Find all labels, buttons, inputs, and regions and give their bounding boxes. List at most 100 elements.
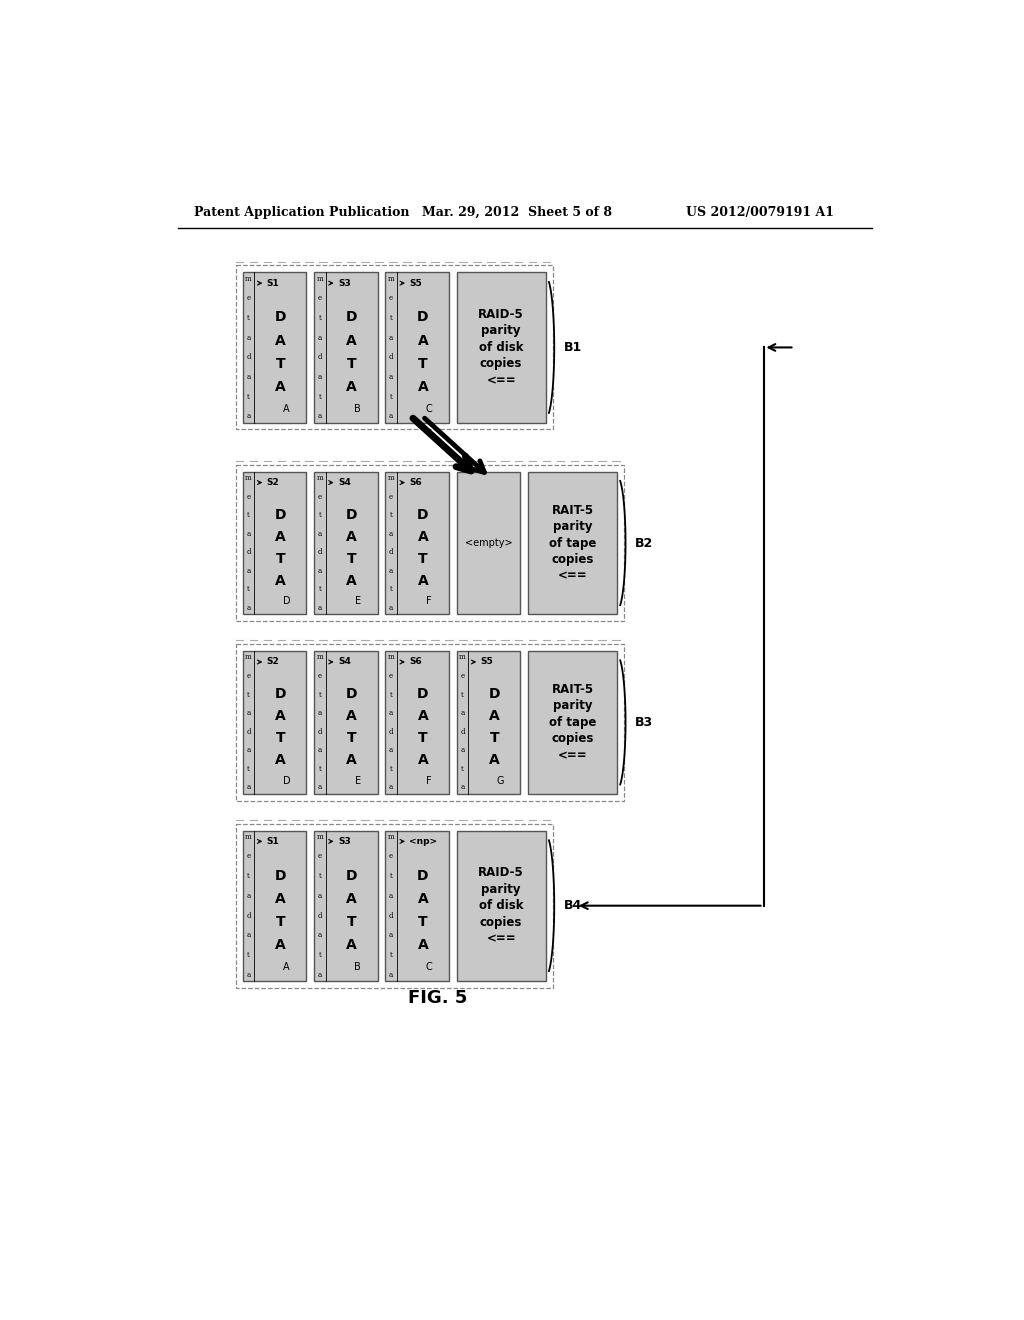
Text: A: A (346, 529, 357, 544)
Text: m: m (388, 275, 394, 282)
Text: B1: B1 (563, 341, 582, 354)
Text: C: C (426, 404, 432, 414)
Text: t: t (390, 764, 392, 774)
Text: A: A (275, 939, 286, 953)
Text: a: a (247, 374, 251, 381)
Text: t: t (318, 950, 322, 958)
Text: a: a (461, 746, 465, 754)
Text: t: t (318, 690, 322, 698)
Text: S1: S1 (267, 837, 280, 846)
Text: d: d (247, 912, 251, 920)
Text: A: A (346, 574, 357, 587)
Text: t: t (318, 392, 322, 401)
Text: e: e (317, 853, 322, 861)
Text: T: T (347, 731, 356, 744)
Text: a: a (461, 784, 465, 792)
Text: A: A (346, 709, 357, 723)
Text: d: d (317, 548, 323, 556)
Text: a: a (247, 529, 251, 537)
Text: A: A (346, 754, 357, 767)
Text: t: t (247, 511, 250, 519)
Text: a: a (389, 334, 393, 342)
Text: A: A (275, 529, 286, 544)
Text: a: a (317, 334, 322, 342)
Text: e: e (317, 492, 322, 500)
Text: m: m (245, 833, 252, 841)
Text: t: t (390, 314, 392, 322)
Text: t: t (318, 586, 322, 594)
Text: m: m (316, 474, 324, 482)
Text: t: t (461, 764, 464, 774)
Text: <empty>: <empty> (465, 539, 512, 548)
Text: C: C (426, 962, 432, 973)
Text: D: D (346, 310, 357, 325)
Text: e: e (389, 672, 393, 680)
Text: S4: S4 (338, 478, 351, 487)
Text: D: D (274, 869, 286, 883)
Text: A: A (488, 709, 500, 723)
Text: A: A (284, 962, 290, 973)
Text: RAIT-5
parity
of tape
copies
<==: RAIT-5 parity of tape copies <== (549, 503, 596, 582)
Text: S3: S3 (338, 279, 351, 288)
Text: A: A (488, 754, 500, 767)
Text: S1: S1 (267, 279, 280, 288)
Text: t: t (247, 873, 250, 880)
Text: a: a (317, 529, 322, 537)
Text: D: D (417, 869, 429, 883)
Text: a: a (317, 709, 322, 717)
Text: Patent Application Publication: Patent Application Publication (194, 206, 410, 219)
Text: S5: S5 (410, 279, 422, 288)
Text: a: a (247, 566, 251, 576)
Text: d: d (317, 727, 323, 735)
Bar (385, 272, 449, 422)
Text: d: d (389, 354, 393, 362)
Bar (385, 471, 449, 614)
Text: a: a (317, 970, 322, 978)
Bar (457, 471, 520, 614)
Text: S5: S5 (480, 657, 494, 667)
Text: t: t (247, 586, 250, 594)
Text: D: D (417, 686, 429, 701)
Text: m: m (316, 653, 324, 661)
Bar (236, 824, 553, 987)
Text: a: a (389, 709, 393, 717)
Bar (314, 651, 378, 793)
Text: t: t (390, 511, 392, 519)
Text: B2: B2 (635, 536, 653, 549)
Text: a: a (317, 784, 322, 792)
Text: m: m (316, 275, 324, 282)
Text: A: A (418, 754, 428, 767)
Text: m: m (316, 833, 324, 841)
Text: a: a (317, 412, 322, 420)
Text: Mar. 29, 2012  Sheet 5 of 8: Mar. 29, 2012 Sheet 5 of 8 (423, 206, 612, 219)
Text: a: a (317, 892, 322, 900)
Text: t: t (247, 392, 250, 401)
Text: t: t (390, 873, 392, 880)
Text: A: A (275, 892, 286, 906)
Text: e: e (317, 294, 322, 302)
Text: a: a (247, 931, 251, 940)
Text: A: A (418, 574, 428, 587)
Text: D: D (283, 776, 291, 785)
Text: t: t (247, 950, 250, 958)
Text: a: a (389, 605, 393, 612)
Text: m: m (245, 474, 252, 482)
Text: A: A (346, 939, 357, 953)
Text: d: d (317, 354, 323, 362)
Text: D: D (417, 507, 429, 521)
Text: RAIT-5
parity
of tape
copies
<==: RAIT-5 parity of tape copies <== (549, 682, 596, 762)
Text: T: T (275, 552, 285, 566)
Text: D: D (488, 686, 500, 701)
Text: S2: S2 (267, 478, 280, 487)
Text: RAID-5
parity
of disk
copies
<==: RAID-5 parity of disk copies <== (478, 308, 524, 387)
Text: a: a (247, 334, 251, 342)
Bar (243, 651, 306, 793)
Text: T: T (347, 356, 356, 371)
Text: a: a (461, 709, 465, 717)
Text: D: D (274, 507, 286, 521)
Text: a: a (317, 931, 322, 940)
Text: T: T (489, 731, 499, 744)
Text: a: a (389, 529, 393, 537)
Text: A: A (275, 334, 286, 347)
Bar (243, 471, 306, 614)
